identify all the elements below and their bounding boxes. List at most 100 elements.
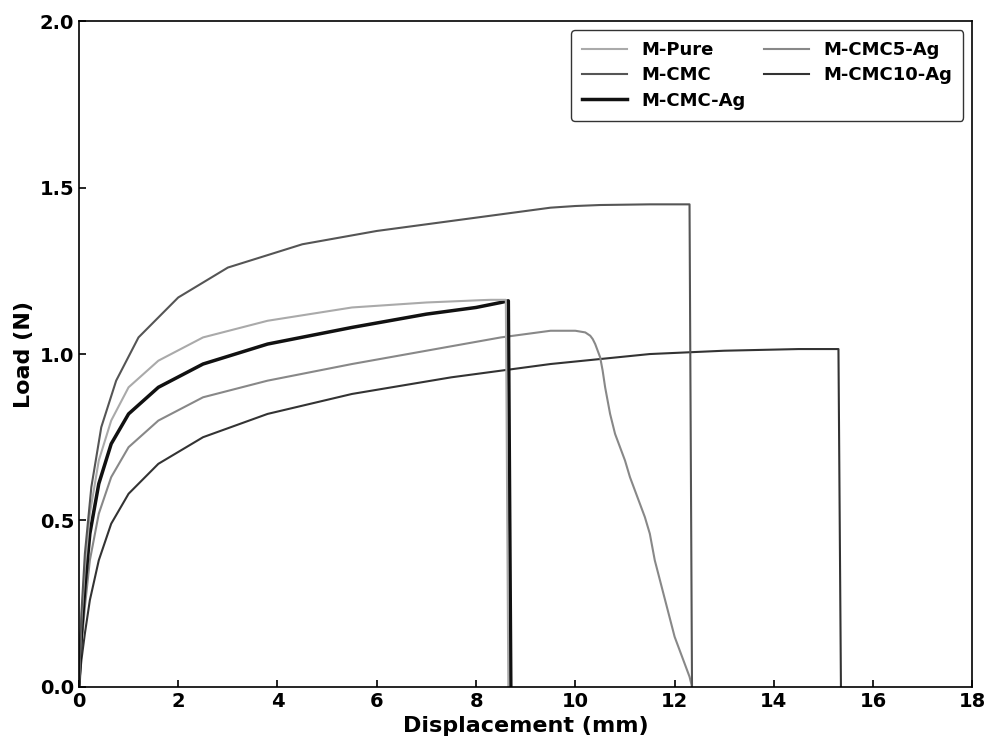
M-CMC-Ag	[152, 382, 164, 392]
M-CMC-Ag	[105, 440, 117, 448]
M-CMC5-Ag	[597, 366, 609, 375]
M-CMC	[371, 226, 383, 236]
M-CMC10-Ag	[123, 489, 135, 498]
M-CMC10-Ag	[793, 344, 805, 353]
M-CMC5-Ag	[152, 416, 164, 425]
M-Pure	[495, 296, 507, 304]
M-CMC-Ag	[197, 359, 209, 368]
M-CMC5-Ag	[604, 410, 616, 419]
M-Pure	[93, 456, 105, 465]
M-Pure	[346, 303, 358, 312]
M-CMC10-Ag	[197, 433, 209, 442]
M-Pure	[500, 296, 512, 304]
M-CMC	[445, 217, 457, 226]
M-CMC10-Ag	[445, 373, 457, 382]
M-CMC	[110, 376, 122, 386]
M-CMC5-Ag	[495, 333, 507, 342]
M-CMC5-Ag	[594, 352, 606, 362]
M-CMC5-Ag	[619, 456, 631, 465]
M-CMC5-Ag	[644, 530, 656, 538]
M-CMC5-Ag	[79, 602, 91, 611]
Y-axis label: Load (N): Load (N)	[14, 301, 34, 407]
M-CMC10-Ag	[105, 519, 117, 528]
M-CMC10-Ag	[93, 556, 105, 565]
X-axis label: Displacement (mm): Displacement (mm)	[403, 716, 649, 736]
M-CMC	[644, 200, 656, 208]
M-Pure	[75, 616, 87, 625]
Line: M-CMC10-Ag: M-CMC10-Ag	[79, 349, 841, 687]
Line: M-Pure: M-Pure	[79, 300, 508, 687]
M-Pure	[105, 416, 117, 425]
M-CMC	[296, 240, 308, 249]
M-CMC5-Ag	[75, 642, 87, 651]
M-CMC5-Ag	[639, 512, 651, 521]
M-CMC10-Ag	[262, 410, 274, 419]
M-CMC5-Ag	[646, 542, 658, 551]
M-CMC5-Ag	[602, 396, 614, 405]
M-CMC5-Ag	[669, 632, 681, 641]
M-CMC5-Ag	[686, 682, 698, 692]
M-CMC10-Ag	[644, 350, 656, 358]
M-CMC-Ag	[346, 323, 358, 332]
M-CMC-Ag	[502, 296, 514, 305]
M-CMC5-Ag	[197, 393, 209, 402]
M-CMC5-Ag	[599, 382, 611, 392]
M-CMC10-Ag	[545, 359, 557, 368]
M-CMC-Ag	[84, 530, 96, 538]
M-Pure	[262, 316, 274, 326]
M-CMC5-Ag	[84, 556, 96, 565]
M-CMC5-Ag	[634, 500, 646, 508]
M-CMC10-Ag	[73, 682, 85, 692]
M-CMC-Ag	[495, 298, 507, 307]
M-CMC10-Ag	[346, 389, 358, 398]
M-CMC10-Ag	[818, 344, 830, 353]
M-CMC-Ag	[470, 303, 482, 312]
M-CMC	[95, 423, 107, 432]
M-CMC10-Ag	[832, 344, 844, 353]
M-CMC	[520, 206, 532, 215]
Line: M-CMC-Ag: M-CMC-Ag	[79, 301, 511, 687]
M-CMC	[172, 293, 184, 302]
M-CMC5-Ag	[584, 332, 596, 340]
M-CMC10-Ag	[827, 344, 839, 353]
M-CMC5-Ag	[649, 556, 661, 565]
M-CMC5-Ag	[629, 486, 641, 495]
M-CMC5-Ag	[346, 359, 358, 368]
M-CMC5-Ag	[420, 346, 432, 355]
M-Pure	[123, 382, 135, 392]
M-Pure	[197, 333, 209, 342]
M-CMC-Ag	[123, 410, 135, 419]
M-CMC	[75, 609, 87, 618]
M-CMC-Ag	[79, 583, 91, 592]
M-Pure	[460, 296, 472, 305]
M-CMC-Ag	[75, 629, 87, 638]
M-CMC10-Ag	[152, 459, 164, 468]
M-CMC5-Ag	[545, 326, 557, 335]
M-CMC10-Ag	[79, 629, 91, 638]
M-CMC5-Ag	[614, 442, 626, 452]
M-Pure	[485, 296, 497, 304]
Line: M-CMC5-Ag: M-CMC5-Ag	[79, 331, 692, 687]
M-Pure	[502, 682, 514, 692]
M-CMC5-Ag	[93, 509, 105, 518]
M-CMC	[669, 200, 681, 208]
M-CMC5-Ag	[579, 328, 591, 337]
M-CMC10-Ag	[718, 346, 730, 355]
M-CMC5-Ag	[684, 672, 696, 681]
M-CMC5-Ag	[123, 442, 135, 452]
M-CMC	[133, 333, 145, 342]
M-CMC	[619, 200, 631, 209]
M-CMC-Ag	[505, 682, 517, 692]
M-Pure	[420, 298, 432, 307]
M-CMC	[594, 200, 606, 209]
M-CMC5-Ag	[569, 326, 581, 335]
M-CMC5-Ag	[609, 430, 621, 439]
M-CMC	[85, 482, 97, 491]
M-Pure	[84, 509, 96, 518]
M-CMC5-Ag	[624, 472, 636, 482]
M-CMC	[686, 682, 698, 692]
M-CMC-Ag	[93, 479, 105, 488]
M-CMC5-Ag	[262, 376, 274, 386]
M-CMC	[545, 203, 557, 212]
M-CMC	[222, 263, 234, 272]
